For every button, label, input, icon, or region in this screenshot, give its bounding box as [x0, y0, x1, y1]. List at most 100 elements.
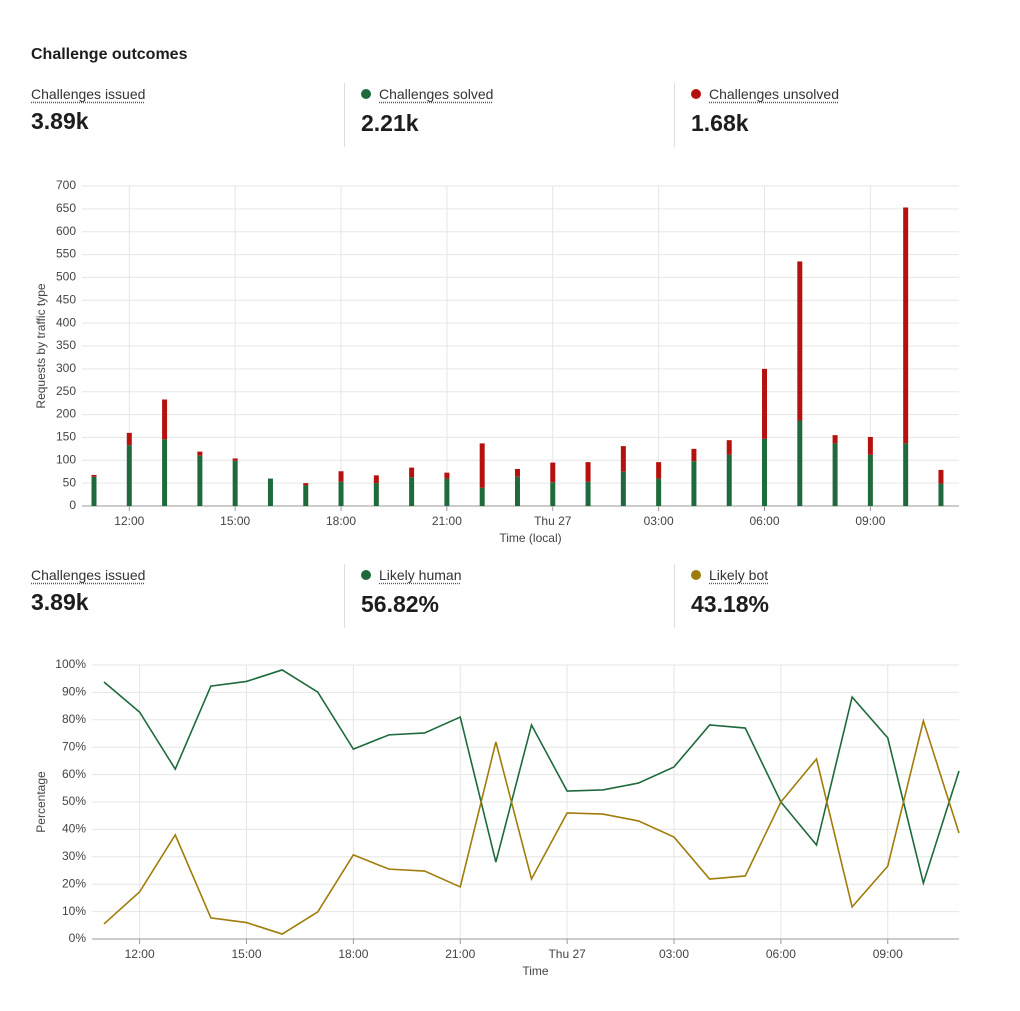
stat: Likely bot 43.18%: [691, 567, 991, 618]
x-tick-label: 06:00: [766, 947, 796, 961]
x-axis-title: Time (local): [499, 531, 561, 545]
x-tick-label: 21:00: [432, 514, 462, 528]
y-axis-title: Requests by traffic type: [34, 283, 48, 409]
x-tick-label: 03:00: [644, 514, 674, 528]
stat-value: 56.82%: [361, 591, 440, 617]
bar-segment: [514, 476, 520, 506]
bar-segment: [91, 474, 97, 477]
y-tick-label: 450: [56, 292, 76, 306]
divider: [344, 83, 345, 147]
line-series: [103, 669, 960, 887]
bar-segment: [656, 462, 662, 479]
bar-segment: [444, 472, 450, 479]
bar-segment: [656, 478, 662, 506]
legend-label[interactable]: Challenges solved: [379, 86, 494, 102]
legend-label[interactable]: Challenges unsolved: [709, 86, 839, 102]
bar-segment: [91, 476, 97, 506]
stat-value: 43.18%: [691, 591, 770, 617]
legend-label[interactable]: Likely bot: [709, 567, 769, 583]
y-tick-label: 100: [56, 452, 76, 466]
bar-segment: [903, 207, 909, 444]
y-tick-label: 50: [63, 475, 77, 489]
bar-segment: [726, 454, 732, 506]
stat-value: 1.68k: [691, 110, 749, 136]
y-tick-label: 700: [56, 178, 76, 192]
x-tick-label: 15:00: [231, 947, 261, 961]
bar-segment: [232, 458, 238, 461]
bar-segment: [867, 454, 873, 506]
bar-segment: [409, 467, 415, 478]
bar-segment: [338, 481, 344, 506]
x-tick-label: 12:00: [114, 514, 144, 528]
x-tick-label: 06:00: [749, 514, 779, 528]
stat-value: 3.89k: [31, 589, 89, 615]
bar-segment: [797, 261, 803, 421]
bar-segment: [550, 462, 556, 483]
bar-segment: [514, 468, 520, 477]
bar-segment: [267, 478, 273, 506]
y-tick-label: 50%: [62, 794, 86, 808]
bar-segment: [126, 445, 132, 506]
x-tick-label: Thu 27: [548, 947, 586, 961]
bar-segment: [832, 443, 838, 506]
x-tick-label: 09:00: [873, 947, 903, 961]
x-tick-label: 18:00: [338, 947, 368, 961]
x-tick-label: 12:00: [125, 947, 155, 961]
bar-segment: [409, 477, 415, 506]
bar-segment: [197, 451, 203, 456]
bar-segment: [620, 471, 626, 506]
bar-segment: [867, 436, 873, 455]
stat: Challenges unsolved 1.68k: [691, 86, 991, 137]
bar-segment: [232, 460, 238, 506]
y-tick-label: 350: [56, 338, 76, 352]
bar-segment: [585, 462, 591, 482]
y-tick-label: 500: [56, 270, 76, 284]
stat-label: Challenges issued: [31, 567, 146, 583]
x-axis-title: Time: [522, 964, 549, 978]
bar-segment: [197, 455, 203, 506]
y-tick-label: 40%: [62, 822, 86, 836]
bar-segment: [832, 435, 838, 444]
bar-segment: [444, 478, 450, 506]
stat: Challenges issued 3.89k: [31, 86, 331, 135]
bar-segment: [938, 483, 944, 506]
stat-label: Challenges issued: [31, 86, 146, 102]
stat-value: 3.89k: [31, 108, 89, 134]
y-tick-label: 90%: [62, 685, 86, 699]
bar-segment: [338, 471, 344, 482]
y-tick-label: 0%: [69, 931, 87, 945]
legend-label[interactable]: Likely human: [379, 567, 462, 583]
stat-value: 2.21k: [361, 110, 419, 136]
bar-segment: [303, 485, 309, 506]
x-tick-label: 03:00: [659, 947, 689, 961]
line-series: [103, 717, 960, 935]
stat: Challenges issued 3.89k: [31, 567, 331, 616]
bar-segment: [903, 443, 909, 506]
y-axis-title: Percentage: [34, 771, 48, 833]
bar-segment: [479, 487, 485, 506]
y-tick-label: 150: [56, 430, 76, 444]
x-tick-label: 21:00: [445, 947, 475, 961]
stat: Challenges solved 2.21k: [361, 86, 661, 137]
y-tick-label: 30%: [62, 849, 86, 863]
y-tick-label: 60%: [62, 767, 86, 781]
y-tick-label: 20%: [62, 876, 86, 890]
divider: [674, 564, 675, 628]
y-tick-label: 600: [56, 224, 76, 238]
y-tick-label: 650: [56, 201, 76, 215]
bar-segment: [550, 482, 556, 506]
y-tick-label: 400: [56, 315, 76, 329]
y-tick-label: 300: [56, 361, 76, 375]
y-tick-label: 550: [56, 247, 76, 261]
bar-segment: [762, 368, 768, 439]
bar-segment: [162, 439, 168, 506]
legend-dot: [691, 570, 701, 580]
y-tick-label: 250: [56, 384, 76, 398]
legend-dot: [691, 89, 701, 99]
section-title: Challenge outcomes: [31, 46, 188, 63]
bar-segment: [303, 483, 309, 486]
bar-segment: [691, 461, 697, 506]
bar-segment: [373, 483, 379, 506]
bar-segment: [762, 438, 768, 506]
